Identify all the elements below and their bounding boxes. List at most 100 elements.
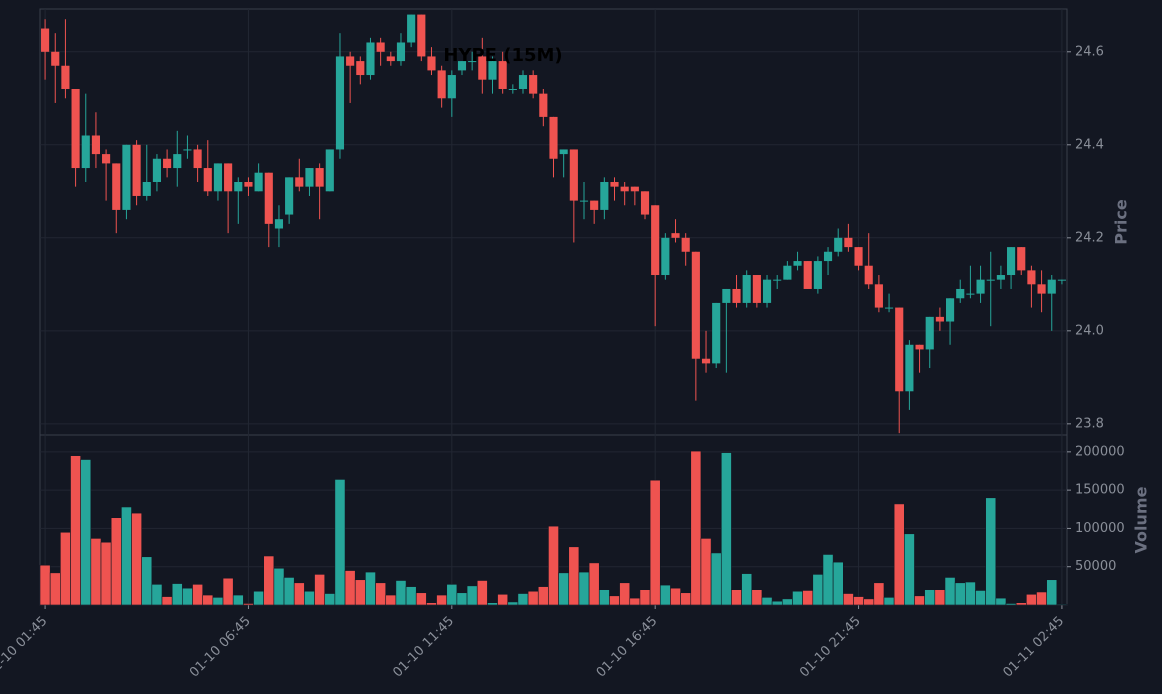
volume-bar: [161, 596, 173, 606]
volume-bar: [761, 597, 773, 606]
volume-bar: [151, 584, 163, 606]
chart-title: HYPE (15M): [443, 45, 562, 66]
candle-body: [1037, 284, 1046, 294]
candle-body: [813, 261, 822, 289]
candle-body: [844, 237, 853, 248]
marks: [39, 14, 1068, 606]
volume-bar: [456, 592, 468, 606]
candle-body: [651, 205, 660, 276]
volume-bar: [741, 573, 753, 606]
candle-body: [468, 61, 477, 63]
volume-bar: [965, 581, 976, 606]
volume-bar: [863, 598, 875, 606]
candle-body: [1027, 270, 1036, 285]
candle-body: [447, 75, 456, 99]
volume-bar: [517, 593, 529, 606]
candle-body: [671, 233, 680, 238]
volume-bar: [334, 479, 346, 606]
x-tick-label: 01-10 16:45: [594, 614, 661, 681]
volume-bar: [344, 570, 356, 606]
candle-body: [305, 168, 314, 187]
candle-body: [966, 293, 975, 295]
volume-bar: [629, 597, 641, 606]
volume-tick-label: 200000: [1075, 444, 1125, 459]
volume-bar: [792, 590, 803, 606]
candle-body: [640, 191, 650, 215]
candle-body: [834, 237, 843, 252]
volume-bar: [243, 603, 254, 606]
candle-body: [681, 237, 690, 252]
volume-bar: [304, 590, 315, 606]
candle-body: [864, 265, 873, 285]
volume-bar: [90, 538, 102, 606]
volume-bar: [405, 586, 417, 606]
candle-body: [701, 358, 711, 364]
volume-bar: [60, 531, 71, 606]
candle-body: [132, 144, 141, 196]
candle-body: [1017, 247, 1026, 271]
candle-body: [823, 251, 833, 262]
candle-body: [529, 75, 538, 94]
volume-axis-label: Volume: [1132, 486, 1151, 553]
candle-body: [732, 288, 741, 303]
volume-bar: [1015, 602, 1027, 606]
volume-bar: [975, 590, 986, 606]
volume-bar: [466, 585, 478, 606]
candle-body: [925, 316, 934, 350]
volume-bar: [100, 541, 112, 606]
volume-bar: [680, 592, 692, 606]
volume-bar: [395, 580, 407, 606]
candle-body: [61, 65, 70, 89]
volume-bar: [822, 554, 834, 606]
candle-body: [203, 168, 212, 192]
volume-bar: [527, 590, 539, 606]
volume-bar: [802, 590, 814, 606]
volume-bar: [883, 597, 895, 606]
candle-body: [762, 279, 772, 303]
candle-body: [559, 149, 568, 155]
volume-bar: [934, 589, 946, 606]
candle-body: [773, 279, 782, 281]
volume-bar: [904, 533, 915, 606]
candle-body: [193, 149, 202, 169]
candle-body: [213, 163, 223, 192]
volume-bar: [710, 552, 722, 606]
candle-body: [91, 135, 100, 155]
volume-bar: [263, 555, 275, 606]
x-tick-label: 01-11 02:45: [1000, 614, 1067, 681]
candle-body: [396, 42, 406, 62]
volume-bar: [568, 546, 580, 606]
candle-body: [752, 275, 761, 303]
candle-body: [508, 88, 517, 90]
volume-bar: [314, 574, 326, 606]
volume-bar: [253, 590, 265, 606]
volume-bar: [49, 572, 61, 606]
candle-body: [152, 158, 162, 183]
volume-bar: [426, 602, 437, 606]
volume-bar: [385, 594, 397, 606]
volume-bar: [110, 517, 122, 606]
candle-body: [915, 344, 924, 350]
candle-body: [1007, 247, 1016, 276]
candle-body: [945, 298, 955, 322]
volume-bar: [141, 556, 153, 606]
candle-body: [285, 177, 294, 215]
candle-body: [976, 279, 985, 294]
volume-bar: [771, 600, 783, 606]
candle-body: [722, 288, 731, 303]
volume-bar: [446, 584, 458, 606]
candle-body: [51, 51, 60, 66]
candle-body: [956, 288, 965, 299]
candle-body: [986, 279, 995, 281]
volume-bar: [720, 452, 732, 606]
candle-body: [163, 158, 172, 169]
volume-bar: [944, 577, 956, 606]
x-tick-label: 01-10 11:45: [390, 614, 457, 681]
x-tick-label: 01-10 06:45: [187, 614, 254, 681]
volume-bar: [182, 587, 193, 606]
candle-body: [742, 275, 751, 303]
candle-body: [81, 135, 90, 169]
candle-body: [407, 14, 416, 43]
candle-body: [884, 307, 894, 309]
candle-body: [183, 149, 192, 151]
